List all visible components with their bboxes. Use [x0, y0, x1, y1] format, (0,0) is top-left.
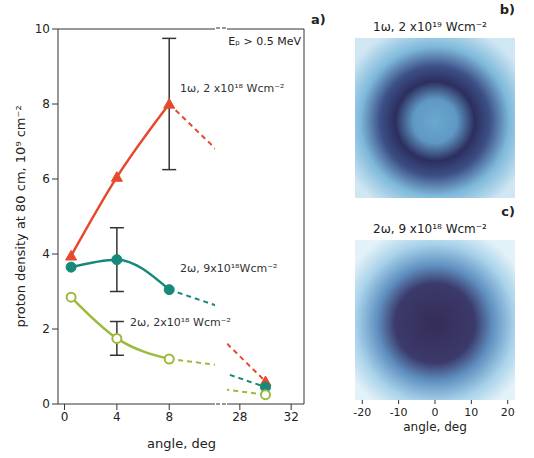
html-text:b): b) [499, 2, 515, 17]
svg-text:-10: -10 [390, 406, 408, 419]
svg-text:28: 28 [232, 410, 247, 424]
html-text:a): a) [311, 12, 326, 27]
svg-text:proton density at 80 cm, 10⁹ c: proton density at 80 cm, 10⁹ cm⁻² [13, 105, 28, 327]
html-text:2ω, 9 x10¹⁸ Wcm⁻²: 2ω, 9 x10¹⁸ Wcm⁻² [373, 222, 487, 236]
svg-text:0: 0 [61, 410, 69, 424]
svg-text:0: 0 [432, 406, 439, 419]
html-text:angle, deg: angle, deg [147, 436, 216, 451]
svg-text:32: 32 [284, 410, 299, 424]
html-text:2ω, 9x10¹⁸Wcm⁻²: 2ω, 9x10¹⁸Wcm⁻² [180, 262, 278, 275]
svg-text:4: 4 [42, 247, 50, 261]
svg-text:0: 0 [42, 397, 50, 411]
svg-text:20: 20 [501, 406, 515, 419]
svg-text:-20: -20 [353, 406, 371, 419]
html-text:1ω, 2 x10¹⁹ Wcm⁻²: 1ω, 2 x10¹⁹ Wcm⁻² [373, 20, 487, 34]
svg-text:6: 6 [42, 172, 50, 186]
html-text:angle, deg: angle, deg [403, 420, 467, 434]
svg-text:8: 8 [165, 410, 173, 424]
html-text:2ω, 2x10¹⁸ Wcm⁻²: 2ω, 2x10¹⁸ Wcm⁻² [130, 316, 231, 329]
html-text:1ω, 2 x10¹⁸ Wcm⁻²: 1ω, 2 x10¹⁸ Wcm⁻² [180, 82, 285, 95]
svg-text:8: 8 [42, 97, 50, 111]
svg-text:2: 2 [42, 322, 50, 336]
html-text:Eₚ > 0.5 MeV: Eₚ > 0.5 MeV [228, 35, 301, 48]
svg-text:4: 4 [113, 410, 121, 424]
html-text:c): c) [501, 204, 515, 219]
svg-text:10: 10 [35, 22, 50, 36]
svg-text:10: 10 [464, 406, 478, 419]
